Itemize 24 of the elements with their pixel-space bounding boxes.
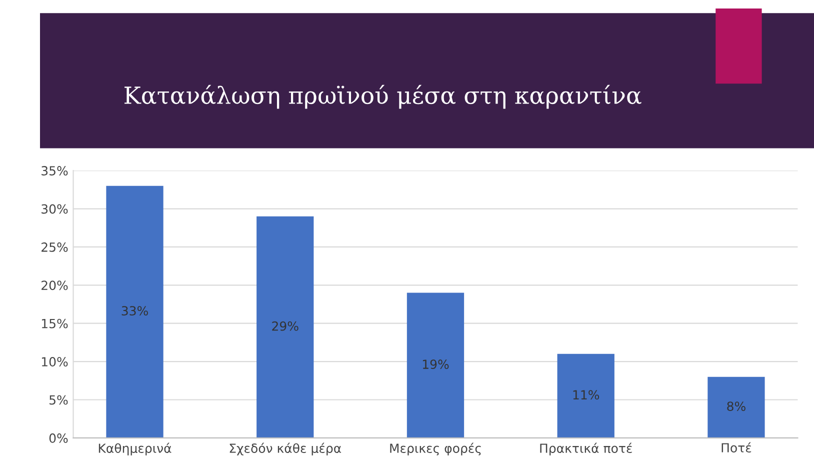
bar: [256, 216, 314, 438]
data-label: 8%: [727, 402, 746, 412]
x-tick-label: Ποτέ: [722, 442, 752, 452]
y-tick-label: 35%: [42, 166, 68, 176]
data-label: 11%: [573, 390, 600, 400]
data-label: 19%: [422, 360, 449, 369]
x-tick-label: Σχεδόν κάθε μέρα: [230, 442, 342, 456]
y-tick-label: 30%: [42, 204, 68, 214]
bar: [557, 354, 614, 438]
data-label: 33%: [122, 306, 148, 316]
bar: [106, 186, 164, 438]
data-label: 29%: [272, 321, 298, 331]
y-tick-label: 0%: [49, 433, 68, 443]
chart-title: Κατανάλωση πρωϊνού μέσα στη καραντίνα: [124, 84, 642, 109]
x-tick-label: Καθημερινά: [98, 442, 172, 456]
bar: [708, 376, 765, 438]
x-tick-label: Πρακτικά ποτέ: [540, 442, 632, 456]
y-tick-label: 15%: [42, 318, 68, 328]
bar: [406, 292, 464, 438]
y-tick-label: 20%: [42, 280, 68, 290]
y-tick-label: 10%: [42, 357, 68, 366]
x-tick-label: Μερικες φορές: [390, 442, 481, 456]
y-tick-label: 5%: [50, 395, 68, 405]
y-tick-label: 25%: [42, 242, 68, 252]
